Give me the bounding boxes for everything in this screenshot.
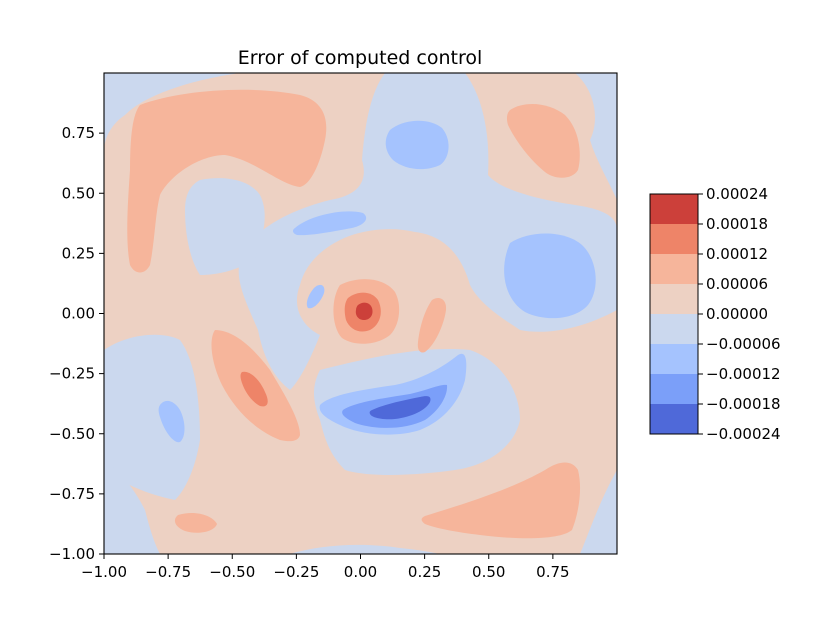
contour-band-negative-top — [238, 73, 618, 390]
contour-band-negative-bottom-right — [580, 470, 617, 554]
colorbar-tick-label: 0.00000 — [706, 305, 768, 323]
contour-band-positive-strong-left — [240, 371, 268, 407]
colorbar-tick-label: −0.00006 — [706, 335, 781, 353]
colorbar-band — [650, 224, 698, 255]
contour-band-negative-corner-tr — [575, 73, 617, 200]
colorbar-tick-label: −0.00012 — [706, 365, 781, 383]
colorbar-tick-label: 0.00018 — [706, 215, 768, 233]
x-tick-label: 0.25 — [408, 563, 441, 581]
contour-band-negative-peak — [369, 396, 431, 420]
contour-band-negative-left-mid — [185, 178, 265, 275]
contour-band-positive-center-right — [417, 298, 447, 353]
contour-band-positive-top-right — [506, 103, 580, 178]
contour-band-negative-blob-small — [306, 284, 325, 309]
x-axis: −1.00 −0.75 −0.50 −0.25 0.00 0.25 0.50 0.75 — [81, 554, 570, 581]
colorbar-tick-label: 0.00006 — [706, 275, 768, 293]
contour-band-negative-blob-left — [158, 400, 185, 443]
colorbar-tick-label: −0.00024 — [706, 425, 781, 443]
colorbar-band — [650, 344, 698, 375]
colorbar-tick-label: 0.00012 — [706, 245, 768, 263]
x-tick-label: 0.75 — [536, 563, 569, 581]
y-tick-label: −0.50 — [49, 425, 95, 443]
x-tick-label: −0.75 — [145, 563, 191, 581]
colorbar: 0.00024 0.00018 0.00012 0.00006 0.00000 −0.00… — [649, 185, 781, 443]
contour-band-negative-bottom-strip — [290, 544, 440, 554]
contour-bands — [104, 73, 618, 554]
chart-title: Error of computed control — [238, 47, 483, 69]
colorbar-band — [650, 254, 698, 285]
y-tick-label: −0.25 — [49, 365, 95, 383]
y-tick-label: −1.00 — [49, 545, 95, 563]
colorbar-band — [650, 194, 698, 225]
contour-band-negative-blob-top — [385, 120, 449, 170]
y-tick-label: 0.00 — [62, 305, 95, 323]
contour-band-negative-blob-right — [504, 233, 596, 319]
colorbar-band — [650, 404, 698, 435]
x-tick-label: −0.50 — [209, 563, 255, 581]
contour-band-positive-bottom-left — [174, 513, 217, 533]
contour-band-negative-bottom-left — [104, 460, 160, 554]
x-tick-label: −1.00 — [81, 563, 127, 581]
contour-band-negative-corner-tl — [104, 73, 240, 150]
y-tick-label: 0.25 — [62, 244, 95, 262]
contour-band-negative-blob-mid — [292, 211, 367, 236]
contour-band-positive-top-left — [127, 89, 327, 273]
x-tick-label: −0.25 — [273, 563, 319, 581]
colorbar-band — [650, 284, 698, 315]
contour-band-positive-peak — [355, 302, 373, 320]
y-tick-label: −0.75 — [49, 485, 95, 503]
colorbar-band — [650, 314, 698, 345]
y-tick-label: 0.75 — [62, 124, 95, 142]
y-tick-label: 0.50 — [62, 184, 95, 202]
colorbar-band — [650, 374, 698, 405]
colorbar-tick-label: −0.00018 — [706, 395, 781, 413]
y-axis: 0.75 0.50 0.25 0.00 −0.25 −0.50 −0.75 −1.00 — [49, 124, 104, 563]
contour-band-positive-bottom-right — [421, 462, 581, 539]
contour-band-negative-left-low — [104, 334, 200, 500]
x-tick-label: 0.00 — [344, 563, 377, 581]
x-tick-label: 0.50 — [472, 563, 505, 581]
colorbar-tick-label: 0.00024 — [706, 185, 768, 203]
